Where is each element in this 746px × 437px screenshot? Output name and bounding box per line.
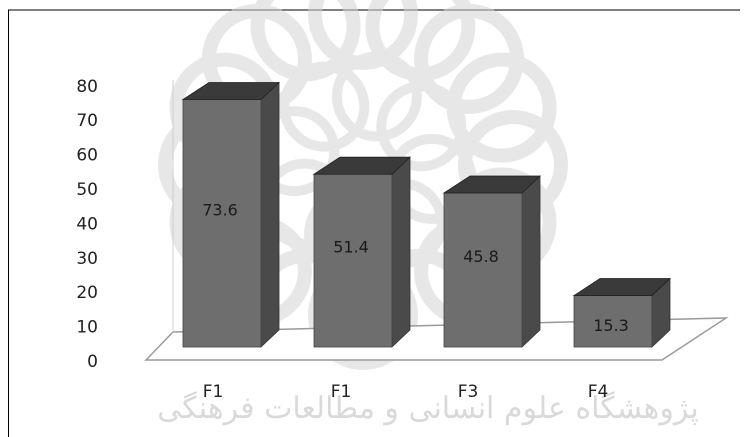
bar [181,81,281,348]
data-label: 45.8 [463,247,499,266]
bar-top-face [181,82,281,100]
bar [572,277,672,348]
bar-front-face [313,173,393,348]
bar-side-face [260,81,280,348]
bar-front-face [443,192,523,348]
x-axis: F1 F1 F3 F4 [203,382,609,402]
y-tick-label: 20 [76,283,98,303]
watermark-text: پژوهشگاه علوم انسانی و مطالعات فرهنگی [157,391,699,426]
x-tick-label: F3 [458,382,479,402]
bar-chart: پژوهشگاه علوم انسانی و مطالعات فرهنگی 0 1… [8,0,740,437]
y-tick-label: 80 [76,77,98,97]
data-label: 51.4 [333,238,369,257]
bar-side-face [521,175,541,348]
bar [442,175,542,348]
y-tick-label: 30 [76,249,98,269]
y-axis: 0 10 20 30 40 50 60 70 80 [76,77,98,372]
bar-front-face [573,295,653,348]
x-tick-label: F4 [588,382,609,402]
y-tick-label: 0 [87,352,98,372]
data-label: 15.3 [593,316,629,335]
y-tick-label: 60 [76,146,98,166]
x-tick-label: F1 [331,382,352,402]
bar-side-face [391,156,411,348]
bar-top-face [572,278,672,296]
bars [181,81,672,348]
bar [312,156,412,348]
y-tick-label: 40 [76,214,98,234]
y-tick-label: 70 [76,111,98,131]
y-tick-label: 50 [76,180,98,200]
watermark-petal [308,0,418,70]
bar-top-face [312,156,412,175]
y-tick-label: 10 [76,318,98,338]
data-labels: 73.6 51.4 45.8 15.3 [202,200,629,335]
data-label: 73.6 [202,200,238,219]
watermark-inner-petal [376,81,467,172]
chart-frame: پژوهشگاه علوم انسانی و مطالعات فرهنگی 0 1… [8,0,740,437]
bar-front-face [182,99,262,348]
bar-top-face [442,175,542,194]
watermark-inner-petal [331,51,422,142]
x-tick-label: F1 [203,382,224,402]
watermark-inner-petal [279,61,370,152]
